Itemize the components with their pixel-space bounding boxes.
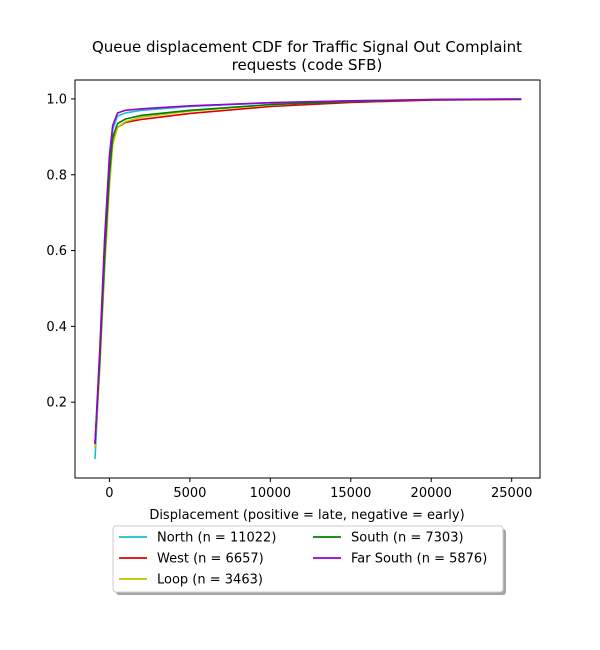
- legend-label: Far South (n = 5876): [351, 552, 487, 567]
- x-tick-label: 15000: [330, 486, 371, 501]
- legend: North (n = 11022) West (n = 6657) Loop (n …: [112, 525, 506, 595]
- legend-label: Loop (n = 3463): [157, 573, 263, 588]
- x-tick-label: 0: [105, 486, 113, 501]
- x-tick-label: 10000: [250, 486, 291, 501]
- x-tick-label: 5000: [173, 486, 206, 501]
- x-axis-label: Displacement (positive = late, negative …: [149, 508, 464, 523]
- series-line: [94, 98, 522, 444]
- series-line: [94, 98, 522, 460]
- y-tick-label: 0.2: [46, 396, 67, 411]
- x-axis-ticks: 0 5000 10000 15000 20000 25000: [105, 478, 532, 501]
- legend-label: North (n = 11022): [157, 531, 276, 546]
- chart-title-line-2: requests (code SFB): [232, 56, 383, 74]
- plot-frame: [74, 79, 541, 479]
- y-tick-label: 0.6: [46, 244, 67, 259]
- x-tick-label: 20000: [411, 486, 452, 501]
- legend-items: North (n = 11022) West (n = 6657) Loop (n …: [119, 531, 487, 588]
- y-tick-label: 0.8: [46, 168, 67, 183]
- series-line: [94, 98, 522, 448]
- y-axis-ticks: 0.2 0.4 0.6 0.8 1.0: [46, 92, 75, 411]
- series-line: [94, 98, 522, 444]
- y-tick-label: 0.4: [46, 320, 67, 335]
- y-tick-label: 1.0: [46, 92, 67, 107]
- series-layer: [94, 98, 522, 460]
- legend-label: West (n = 6657): [157, 552, 264, 567]
- x-tick-label: 25000: [491, 486, 532, 501]
- series-line: [94, 98, 522, 444]
- legend-label: South (n = 7303): [351, 531, 464, 546]
- chart-title-line-1: Queue displacement CDF for Traffic Signa…: [92, 38, 522, 56]
- legend-box: [112, 525, 504, 593]
